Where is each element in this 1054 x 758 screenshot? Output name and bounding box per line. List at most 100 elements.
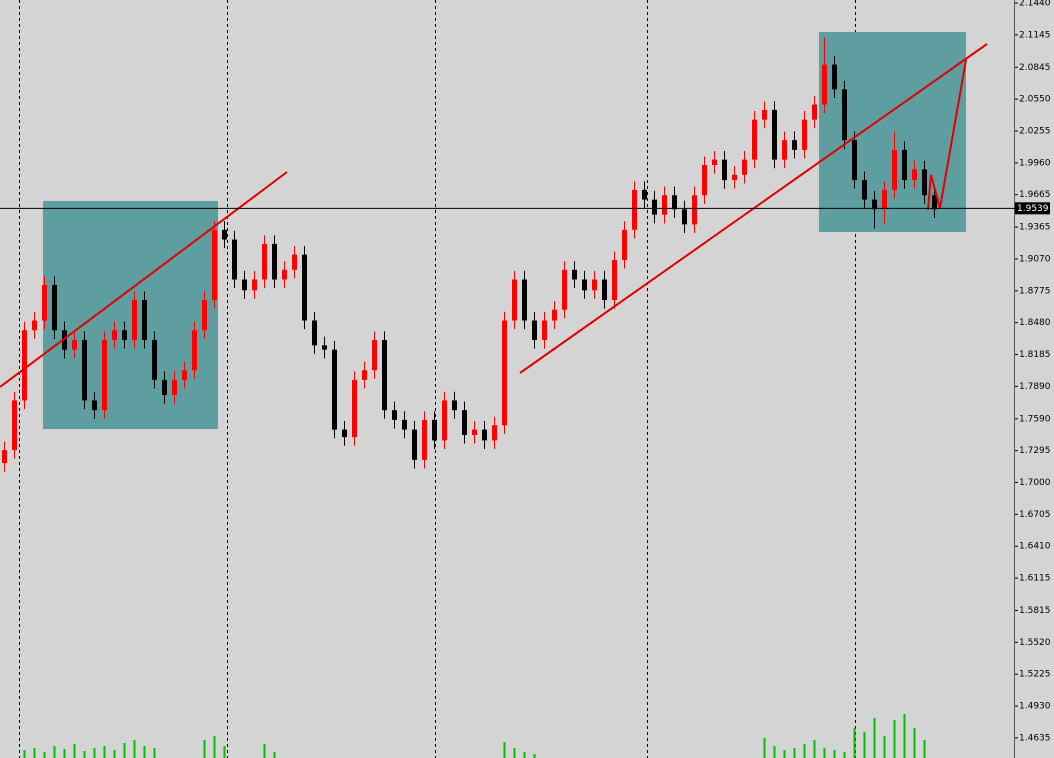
candle-body [852,140,857,181]
candle-body [602,279,607,301]
candle-body [762,109,767,120]
candle-body [242,279,247,291]
y-tick-label: 2.1440 [1019,0,1051,9]
candle-body [912,169,917,181]
y-tick-label: 1.7000 [1019,478,1051,488]
candle-body [132,300,137,340]
candle-body [532,320,537,340]
candle-body [332,349,337,430]
candle-body [22,330,27,401]
candle-body [82,339,87,401]
candle-body [302,254,307,321]
y-tick-label: 2.0255 [1019,126,1051,136]
y-tick-label: 1.6115 [1019,574,1051,584]
y-tick-label: 1.9070 [1019,254,1051,264]
candle-body [502,320,507,426]
candle-body [102,339,107,411]
candle-body [272,243,277,280]
current-price-box [1015,202,1050,215]
y-tick-label: 2.0845 [1019,63,1051,73]
candle-body [402,419,407,430]
candle-body [712,159,717,166]
plot [2,37,937,758]
candle-body [32,320,37,331]
current-price-label: 1.9539 [1017,204,1049,214]
candle-body [702,165,707,196]
candle-body [552,309,557,321]
y-tick-label: 1.5520 [1019,638,1051,648]
candle-body [902,149,907,181]
candle-body [2,450,7,464]
y-tick-label: 1.4635 [1019,733,1051,743]
candle-body [42,284,47,321]
candle-body [232,239,237,280]
candle-body [442,400,447,441]
projection-path [927,59,967,211]
candle-body [922,169,927,196]
candle-body [482,429,487,441]
candle-body [592,279,597,291]
candle-body [672,195,677,210]
candle-body [512,279,517,321]
candle-body [182,370,187,380]
y-tick-label: 2.1145 [1019,30,1051,40]
candle-body [892,149,897,190]
candle-body [92,400,97,411]
y-tick-label: 1.7890 [1019,382,1051,392]
candle-body [322,345,327,350]
y-tick-label: 1.9960 [1019,158,1051,168]
candle-body [382,339,387,411]
candle-body [212,229,217,301]
candle-body [282,269,287,280]
candle-body [612,260,617,301]
candle-body [802,119,807,150]
candle-body [932,195,937,210]
candle-body [742,159,747,175]
candle-body [682,209,687,225]
candle-body [832,64,837,90]
candle-body [822,64,827,105]
candle-body [772,109,777,160]
candle-body [292,254,297,270]
y-tick-label: 2.0550 [1019,95,1051,105]
y-tick-label: 1.8775 [1019,286,1051,296]
candle-body [542,320,547,340]
candle-body [352,379,357,438]
candle-body [692,195,697,225]
candle-body [632,189,637,230]
candle-body [652,199,657,215]
candle-body [72,339,77,350]
y-tick-label: 1.7295 [1019,446,1051,456]
candle-body [752,119,757,160]
candle-body [462,410,467,435]
candle-body [262,243,267,280]
y-tick-label: 1.5225 [1019,670,1051,680]
candle-body [622,229,627,261]
candle-body [192,330,197,371]
candle-body [52,284,57,331]
candle-body [792,140,797,150]
y-tick-label: 1.5815 [1019,606,1051,616]
zone-box [819,32,966,232]
candle-body [662,195,667,215]
y-tick-label: 1.6410 [1019,542,1051,552]
candle-body [432,419,437,441]
candle-body [122,330,127,340]
candle-body [12,400,17,451]
candle-body [472,429,477,435]
candle-body [172,379,177,396]
candle-body [582,279,587,291]
candle-body [882,189,887,210]
candle-body [112,330,117,340]
candle-body [782,140,787,160]
candle-body [372,339,377,371]
y-tick-label: 1.9665 [1019,190,1051,200]
candle-body [572,269,577,280]
candle-body [412,429,417,460]
y-tick-label: 1.8480 [1019,318,1051,328]
candle-body [252,279,257,291]
y-tick-label: 1.8185 [1019,350,1051,360]
candle-body [342,429,347,438]
